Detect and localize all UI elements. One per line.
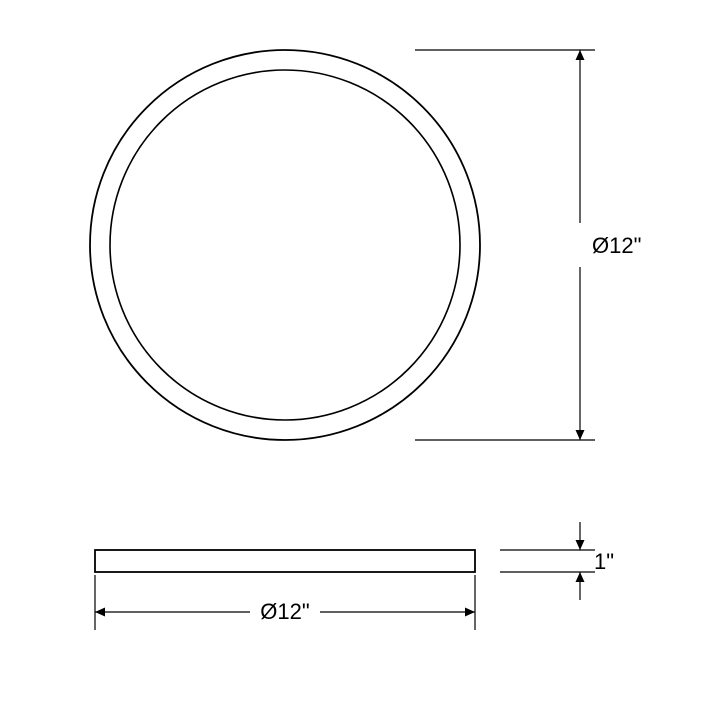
- side-view-rect: [95, 550, 475, 572]
- diameter-label-vertical: Ø12": [592, 233, 641, 258]
- dimension-drawing: Ø12" Ø12" 1": [0, 0, 720, 720]
- diameter-label-horizontal: Ø12": [260, 599, 309, 624]
- ring-outer-circle: [90, 50, 480, 440]
- height-label: 1": [594, 549, 614, 574]
- ring-inner-circle: [110, 70, 460, 420]
